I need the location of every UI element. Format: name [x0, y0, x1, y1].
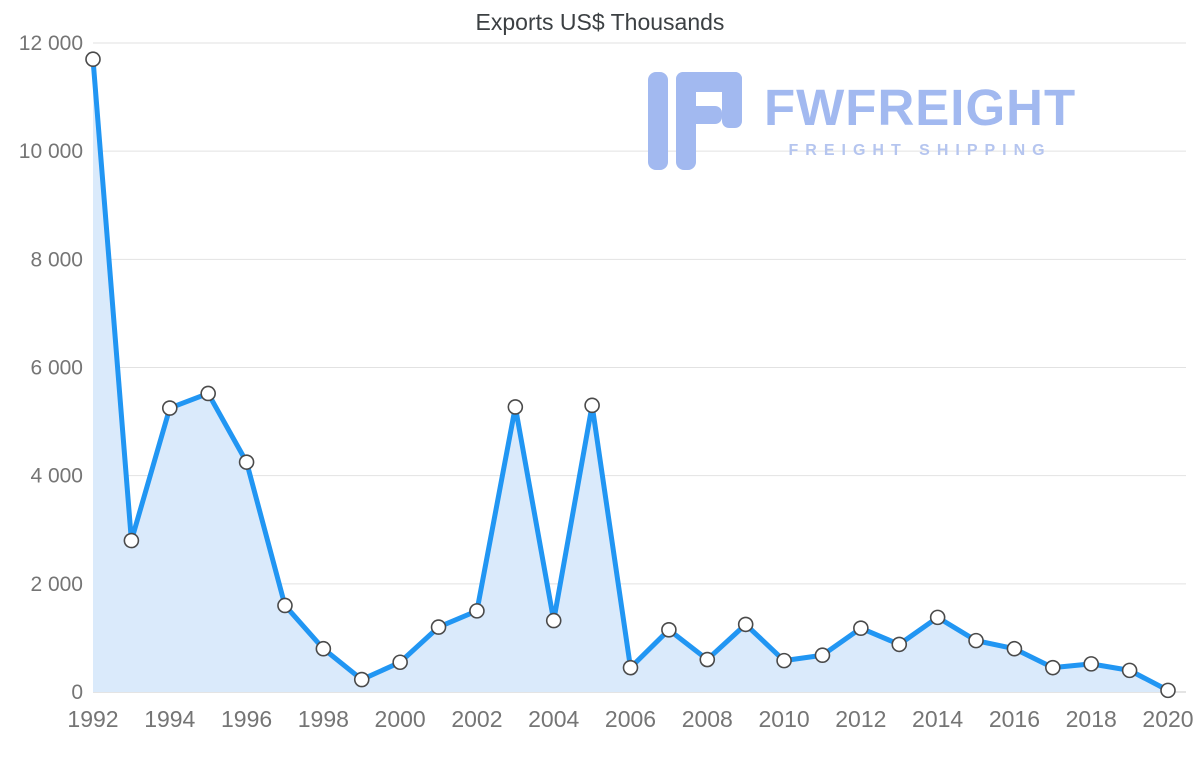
- data-point-2011[interactable]: [814, 647, 831, 664]
- series-area: [93, 59, 1168, 693]
- data-point-2017[interactable]: [1045, 659, 1061, 676]
- y-tick-label: 0: [71, 681, 83, 704]
- data-point-2001[interactable]: [430, 619, 447, 635]
- data-point-2004[interactable]: [545, 612, 562, 629]
- data-point-2010[interactable]: [776, 652, 792, 669]
- data-point-2020[interactable]: [1160, 682, 1176, 699]
- data-point-2014[interactable]: [929, 609, 946, 626]
- data-point-2006[interactable]: [622, 659, 639, 676]
- data-point-2009[interactable]: [737, 616, 754, 633]
- data-point-2018[interactable]: [1083, 656, 1100, 672]
- data-point-2015[interactable]: [968, 632, 984, 649]
- data-point-1996[interactable]: [238, 454, 255, 470]
- data-point-2000[interactable]: [392, 654, 408, 671]
- x-tick-label: 2016: [989, 706, 1040, 732]
- data-point-2003[interactable]: [507, 399, 524, 415]
- data-point-2007[interactable]: [661, 622, 677, 638]
- data-point-1994[interactable]: [161, 400, 178, 416]
- y-tick-label: 4 000: [30, 465, 83, 488]
- data-point-2016[interactable]: [1006, 640, 1023, 657]
- x-tick-label: 2006: [605, 706, 656, 732]
- data-point-1993[interactable]: [123, 532, 140, 549]
- x-tick-label: 2014: [912, 706, 963, 732]
- data-point-2013[interactable]: [891, 636, 908, 653]
- y-tick-label: 12 000: [19, 32, 83, 55]
- x-tick-label: 2018: [1066, 706, 1117, 732]
- y-tick-label: 8 000: [30, 248, 83, 271]
- x-tick-label: 2000: [375, 706, 426, 732]
- x-tick-label: 2020: [1142, 706, 1193, 732]
- y-tick-label: 6 000: [30, 357, 83, 380]
- data-point-2012[interactable]: [853, 620, 869, 636]
- data-point-1997[interactable]: [277, 597, 293, 614]
- chart-title: Exports US$ Thousands: [475, 9, 725, 35]
- x-tick-label: 1992: [67, 706, 118, 732]
- x-tick-label: 2008: [682, 706, 733, 732]
- x-tick-label: 2010: [758, 706, 809, 732]
- y-tick-label: 2 000: [30, 573, 83, 596]
- data-point-2008[interactable]: [699, 651, 716, 668]
- x-tick-label: 1998: [298, 706, 349, 732]
- data-point-2002[interactable]: [469, 603, 485, 619]
- data-point-1992[interactable]: [85, 51, 101, 68]
- data-point-2005[interactable]: [584, 397, 600, 414]
- data-point-1998[interactable]: [315, 640, 332, 657]
- data-point-2019[interactable]: [1121, 662, 1138, 679]
- data-point-1995[interactable]: [200, 385, 216, 402]
- x-tick-label: 2004: [528, 706, 579, 732]
- x-tick-label: 1996: [221, 706, 272, 732]
- x-tick-label: 2002: [451, 706, 502, 732]
- x-tick-label: 1994: [144, 706, 195, 732]
- x-tick-label: 2012: [835, 706, 886, 732]
- y-tick-label: 10 000: [19, 140, 83, 163]
- data-point-1999[interactable]: [353, 671, 370, 688]
